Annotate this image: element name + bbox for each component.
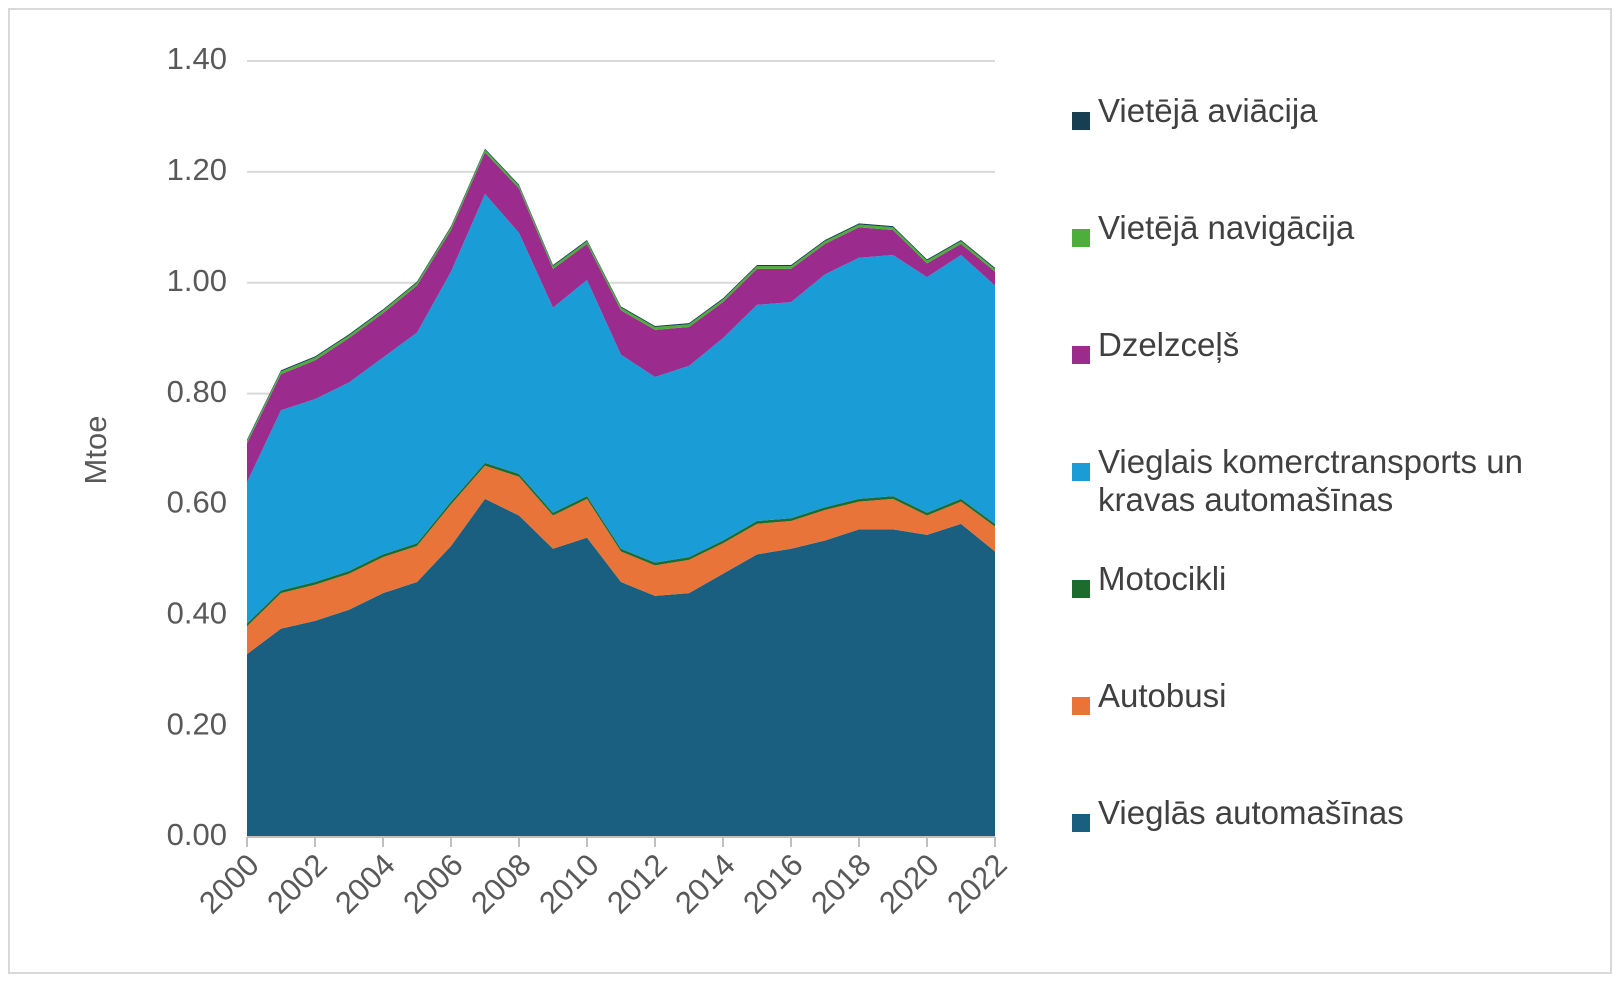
y-tick-label: 0.80 — [167, 374, 227, 409]
legend-label: Dzelzceļš — [1098, 326, 1240, 363]
legend-item: Vieglais komerctransports un kravas auto… — [1072, 443, 1592, 568]
x-tick-label: 2016 — [736, 847, 810, 921]
x-tick-label: 2012 — [600, 847, 674, 921]
legend-swatch — [1072, 580, 1090, 598]
x-tick-label: 2006 — [396, 847, 470, 921]
y-tick-label: 0.00 — [167, 817, 227, 852]
legend-label: Autobusi — [1098, 677, 1227, 714]
legend-item: Vietējā aviācija — [1072, 92, 1592, 217]
x-tick-label: 2020 — [872, 847, 946, 921]
legend-swatch — [1072, 346, 1090, 364]
x-tick-label: 2010 — [532, 847, 606, 921]
area — [247, 498, 995, 837]
x-tick-label: 2018 — [804, 847, 878, 921]
legend-swatch — [1072, 697, 1090, 715]
legend-item: Vieglās automašīnas — [1072, 794, 1592, 919]
legend-label: Vietējā aviācija — [1098, 92, 1318, 129]
y-tick-label: 1.00 — [167, 263, 227, 298]
legend-label: Motocikli — [1098, 560, 1227, 597]
x-tick-label: 2022 — [940, 847, 1014, 921]
chart-frame — [8, 8, 1612, 974]
x-tick-label: 2014 — [668, 847, 742, 921]
y-axis-label: Mtoe — [78, 416, 113, 485]
legend: Vietējā aviācija Vietējā navigācija Dzelzc… — [1072, 92, 1592, 919]
y-tick-label: 1.20 — [167, 152, 227, 187]
legend-swatch — [1072, 112, 1090, 130]
legend-label: Vieglais komerctransports un kravas auto… — [1098, 443, 1523, 518]
legend-item: Autobusi — [1072, 677, 1592, 802]
area — [247, 152, 995, 483]
y-tick-label: 1.40 — [167, 41, 227, 76]
legend-label: Vieglās automašīnas — [1098, 794, 1404, 831]
y-tick-label: 0.20 — [167, 706, 227, 741]
legend-item: Dzelzceļš — [1072, 326, 1592, 451]
legend-swatch — [1072, 229, 1090, 247]
legend-label: Vietējā navigācija — [1098, 209, 1355, 246]
x-tick-label: 2008 — [464, 847, 538, 921]
area — [247, 465, 995, 655]
x-tick-label: 2004 — [328, 847, 402, 921]
y-tick-label: 0.60 — [167, 485, 227, 520]
x-tick-label: 2002 — [260, 847, 334, 921]
x-tick-label: 2000 — [192, 847, 266, 921]
legend-swatch — [1072, 463, 1090, 481]
legend-swatch — [1072, 814, 1090, 832]
y-tick-label: 0.40 — [167, 595, 227, 630]
area — [247, 194, 995, 624]
legend-item: Vietējā navigācija — [1072, 209, 1592, 334]
legend-item: Motocikli — [1072, 560, 1592, 685]
